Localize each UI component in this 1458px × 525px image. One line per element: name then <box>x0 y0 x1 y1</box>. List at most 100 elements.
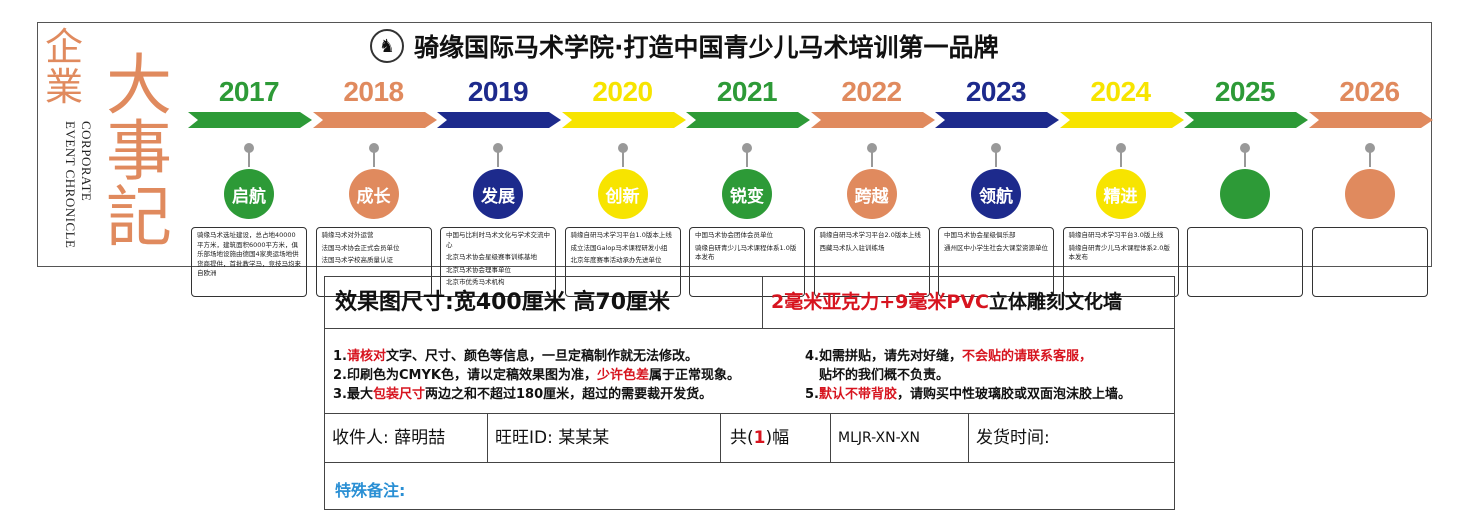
note-4-a: 4.如需拼贴，请先对好缝， <box>805 349 962 364</box>
note-2-a: 2.印刷色为CMYK色，请以定稿效果图为准， <box>333 368 597 383</box>
count-prefix: 共( <box>730 428 754 448</box>
timeline-column: 2017 启航 骑缘马术选址建设，总占地40000平方米，建筑面积6000平方米，俱… <box>188 75 312 297</box>
spec-header-row: 效果图尺寸:宽400厘米 高70厘米 2毫米亚克力+9毫米PVC立体雕刻文化墙 <box>325 277 1174 329</box>
receiver-label: 收件人: <box>332 428 389 448</box>
timeline-column: 2019 发展中国与比利时马术文化与学术交流中心北京马术协会星级赛事训练基地 北京马… <box>437 75 561 297</box>
event-box: 骑缘自研马术学习平台1.0版本上线 成立法国Galop马术课程研发小组 北京年度赛事… <box>564 227 681 297</box>
event-box: 中国与比利时马术文化与学术交流中心北京马术协会星级赛事训练基地 北京马术协会理事单… <box>440 227 556 297</box>
horse-emblem-icon: ♞ <box>370 29 404 63</box>
page-title: 骑缘国际马术学院·打造中国青少儿马术培训第一品牌 <box>414 33 999 62</box>
title-row: ♞ 骑缘国际马术学院·打造中国青少儿马术培训第一品牌 <box>370 27 999 65</box>
size-cell: 效果图尺寸:宽400厘米 高70厘米 <box>325 277 763 328</box>
dashi-heading: 大事記 <box>106 47 172 256</box>
event-item: 西藏马术队入驻训练场 <box>819 243 885 252</box>
event-item: 法国马术协会正式会员单位 <box>321 243 400 252</box>
timeline-column: 2025 <box>1184 75 1308 297</box>
timeline-arrow <box>561 112 686 128</box>
pin-line <box>1244 147 1246 167</box>
size-label: 效果图尺寸: <box>335 290 454 315</box>
event-box: 骑缘马术选址建设，总占地40000平方米，建筑面积6000平方米，俱乐部场地设施… <box>191 227 307 297</box>
stage-circle: 领航 <box>971 169 1021 219</box>
note-1: 1.请核对文字、尺寸、颜色等信息，一旦定稿制作就无法修改。 <box>333 345 698 364</box>
note-3: 3.最大包装尺寸两边之和不超过180厘米，超过的需要裁开发货。 <box>333 383 712 402</box>
pin-line <box>995 147 997 167</box>
event-box: 骑缘自研马术学习平台2.0版本上线 西藏马术队入驻训练场 <box>813 227 930 297</box>
event-item: 通州区中小学生社会大课堂资源单位 <box>944 243 1048 252</box>
timeline-arrow <box>810 112 935 128</box>
timeline-column: 2024 精进骑缘自研马术学习平台3.0版上线 骑缘自研青少儿马术课程体系2.0版本… <box>1059 75 1184 297</box>
timeline-arrow <box>686 112 810 128</box>
count-value: 1 <box>753 428 766 448</box>
year-label: 2023 <box>965 76 1027 107</box>
pin-line <box>497 147 499 167</box>
note-4: 4.如需拼贴，请先对好缝，不会贴的请联系客服， <box>805 345 1092 364</box>
receiver-cell: 收件人: 薛明喆 <box>325 414 488 462</box>
year-label: 2026 <box>1339 76 1400 107</box>
notes-section: 1.请核对文字、尺寸、颜色等信息，一旦定稿制作就无法修改。 2.印刷色为CMYK… <box>325 329 1174 414</box>
pin-line <box>870 147 873 167</box>
spec-table: 效果图尺寸:宽400厘米 高70厘米 2毫米亚克力+9毫米PVC立体雕刻文化墙 … <box>324 276 1175 510</box>
event-box <box>1187 227 1303 297</box>
english-vertical-text: CORPORATE EVENT CHRONICLE <box>48 121 94 271</box>
stage-circle: 启航 <box>224 169 274 219</box>
event-item: 骑缘马术选址建设，总占地40000平方米，建筑面积6000平方米，俱乐部场地设施… <box>197 231 301 277</box>
timeline-arrow <box>1184 112 1308 128</box>
stage-circle: 锐变 <box>722 169 772 219</box>
year-label: 2018 <box>343 76 404 107</box>
brand-left: 企業 CORPORATE EVENT CHRONICLE 大事記 <box>38 23 188 268</box>
qiye-heading: 企業 <box>44 25 83 109</box>
timeline-column: 2026 <box>1308 75 1433 297</box>
code-cell: MLJR-XN-XN <box>831 414 969 462</box>
timeline-column: 2021 锐变中国马术协会团体会员单位骑缘自研青少儿马术课程体系1.0版本发布 <box>686 75 810 297</box>
timeline-arrow <box>935 112 1059 128</box>
timeline-arrow <box>312 112 437 128</box>
timeline-column: 2020 创新 骑缘自研马术学习平台1.0版本上线 成立法国Galop马术课程研发小组… <box>561 75 686 297</box>
count-cell: 共(1)幅 <box>721 414 831 462</box>
event-box <box>1311 227 1428 297</box>
material-cell: 2毫米亚克力+9毫米PVC立体雕刻文化墙 <box>763 277 1174 328</box>
event-box: 骑缘马术对外运营 法国马术协会正式会员单位 法国马术学校高质量认证 <box>315 227 432 297</box>
event-item: 北京马术协会理事单位 <box>446 265 511 274</box>
pin-line <box>1368 147 1371 167</box>
timeline-column: 2023 领航中国马术协会星级俱乐部通州区中小学生社会大课堂资源单位 <box>935 75 1059 297</box>
note-3-a: 3.最大 <box>333 387 373 402</box>
event-item: 成立法国Galop马术课程研发小组 <box>570 243 668 252</box>
note-5: 5.默认不带背胶，请购买中性玻璃胶或双面泡沫胶上墙。 <box>805 383 1131 402</box>
stage-circle: 精进 <box>1095 169 1146 219</box>
material-black: 立体雕刻文化墙 <box>988 291 1122 313</box>
chronicle-banner: 企業 CORPORATE EVENT CHRONICLE 大事記 ♞ 骑缘国际马… <box>37 22 1433 297</box>
note-1-a: 1. <box>333 349 347 364</box>
note-2-red: 少许色差 <box>596 368 649 383</box>
year-label: 2022 <box>841 76 902 107</box>
event-item: 北京马术协会星级赛事训练基地 <box>446 253 537 261</box>
event-item: 中国马术协会团体会员单位 <box>695 231 773 239</box>
stage-circle <box>1220 169 1270 219</box>
event-box: 骑缘自研马术学习平台3.0版上线 骑缘自研青少儿马术课程体系2.0版本发布 <box>1062 227 1179 297</box>
event-item: 骑缘自研马术学习平台2.0版本上线 <box>819 231 921 239</box>
note-2-b: 属于正常现象。 <box>648 368 740 383</box>
year-label: 2024 <box>1090 76 1151 107</box>
event-item: 骑缘自研马术学习平台1.0版本上线 <box>570 231 672 239</box>
size-value: 宽400厘米 高70厘米 <box>453 290 671 315</box>
pin-line <box>621 147 624 167</box>
year-label: 2019 <box>467 76 529 107</box>
receiver-value: 薛明喆 <box>394 428 446 448</box>
event-item: 骑缘自研马术学习平台3.0版上线 <box>1068 231 1164 239</box>
event-item: 中国马术协会星级俱乐部 <box>944 231 1016 239</box>
timeline-arrow <box>1059 112 1184 128</box>
note-2: 2.印刷色为CMYK色，请以定稿效果图为准，少许色差属于正常现象。 <box>333 364 740 383</box>
timeline-arrow <box>1308 112 1433 128</box>
stage-circle <box>1344 169 1395 219</box>
stage-circle: 创新 <box>597 169 648 219</box>
event-item: 中国与比利时马术文化与学术交流中心 <box>446 231 550 249</box>
note-4-cont: 贴坏的我们概不负责。 <box>819 368 950 383</box>
year-label: 2021 <box>716 76 778 107</box>
note-3-b: 两边之和不超过180厘米，超过的需要裁开发货。 <box>425 387 713 402</box>
event-item: 骑缘自研青少儿马术课程体系1.0版本发布 <box>695 243 797 262</box>
note-5-a: 5. <box>805 387 819 402</box>
timeline-column: 2022 跨越 骑缘自研马术学习平台2.0版本上线 西藏马术队入驻训练场 <box>810 75 935 297</box>
wangwang-label: 旺旺ID: <box>495 428 553 448</box>
stage-circle: 发展 <box>473 169 523 219</box>
pin-line <box>746 147 748 167</box>
event-item: 骑缘马术对外运营 <box>321 231 374 239</box>
